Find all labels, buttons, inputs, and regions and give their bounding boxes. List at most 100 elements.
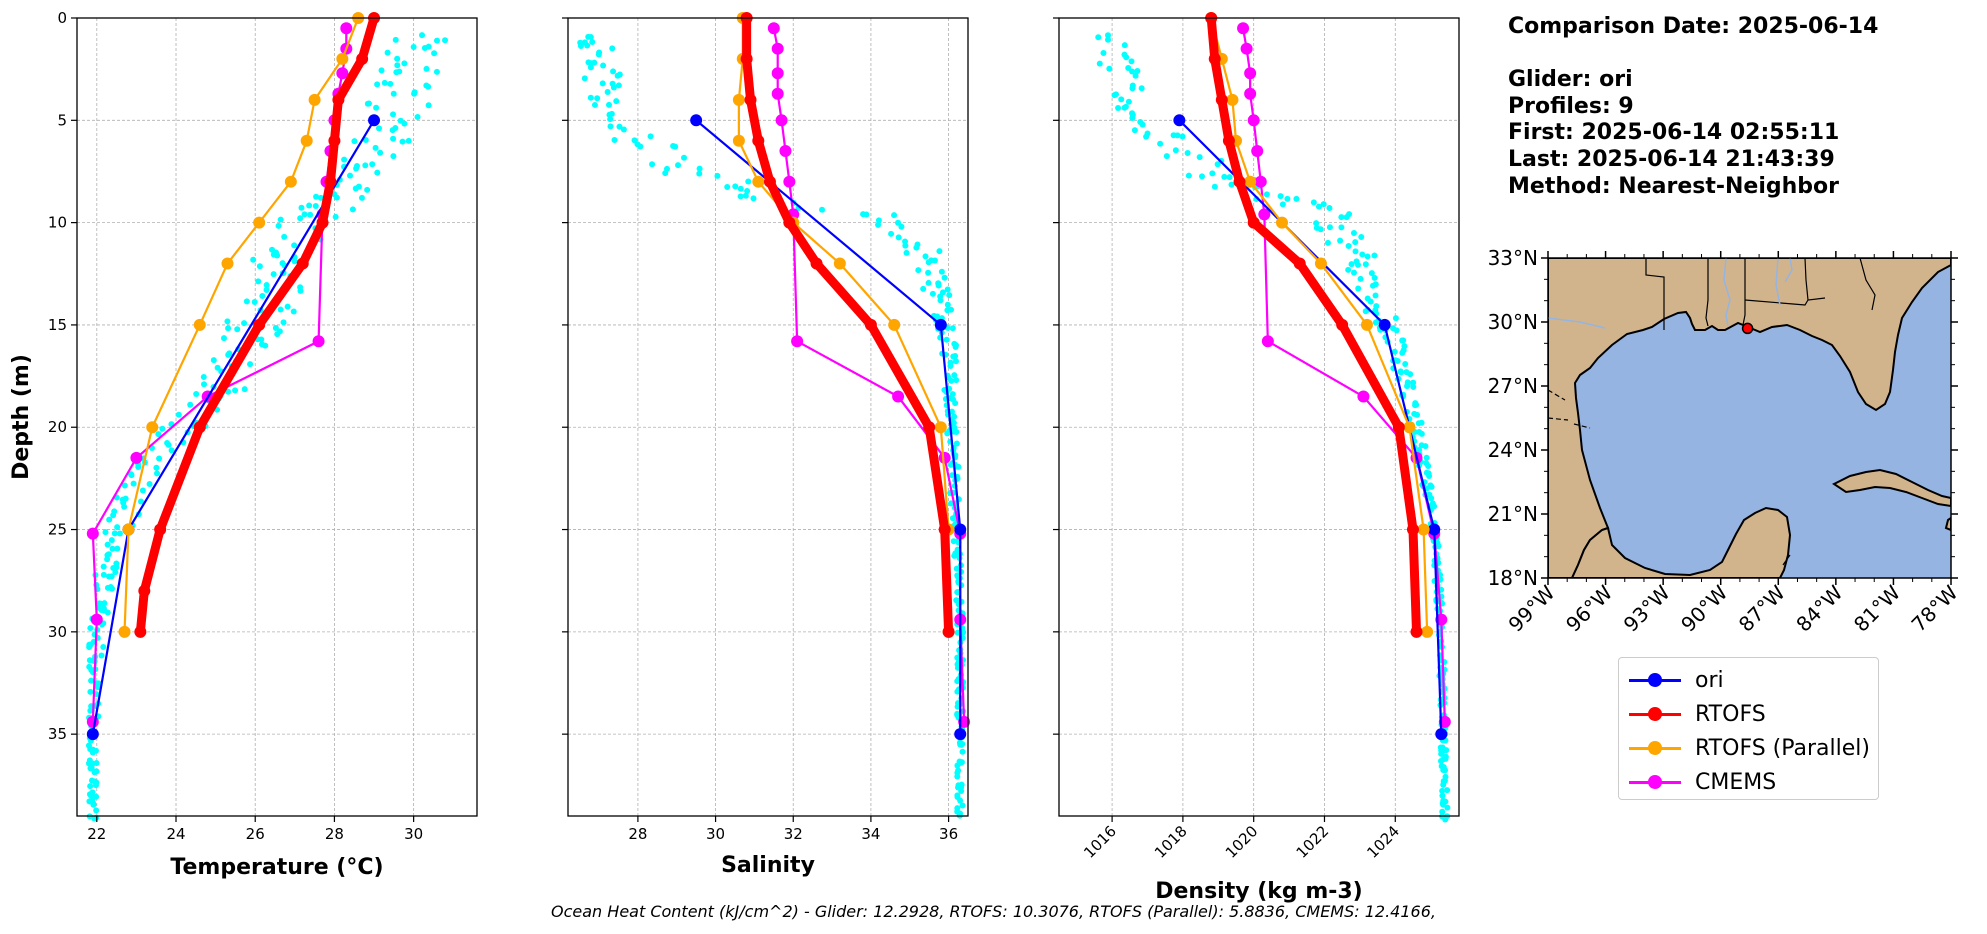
x-tick-label: 24 bbox=[166, 825, 185, 843]
glider-scatter-point bbox=[1310, 199, 1317, 206]
series-point-rtofs-parallel bbox=[833, 257, 846, 270]
glider-scatter-point bbox=[1313, 220, 1320, 227]
glider-scatter-point bbox=[1138, 85, 1145, 92]
glider-scatter-point bbox=[950, 538, 957, 545]
series-point-cmems bbox=[1251, 145, 1264, 157]
series-point-rtofs bbox=[942, 625, 955, 638]
series-point-ori bbox=[934, 318, 947, 331]
map-land-cuba bbox=[1832, 468, 1951, 508]
glider-scatter-point bbox=[1132, 72, 1139, 79]
y-axis-label: Depth (m) bbox=[9, 354, 34, 480]
series-point-cmems bbox=[771, 67, 784, 80]
glider-scatter-point bbox=[616, 123, 623, 130]
series-point-rtofs-parallel bbox=[1314, 257, 1327, 270]
glider-scatter-point bbox=[1422, 443, 1429, 450]
glider-scatter-point bbox=[297, 287, 304, 294]
glider-scatter-point bbox=[1326, 224, 1333, 231]
series-point-ori bbox=[368, 114, 381, 127]
glider-scatter-point bbox=[279, 260, 286, 267]
glider-scatter-point bbox=[1428, 483, 1435, 490]
glider-scatter-point bbox=[605, 101, 612, 108]
series-point-cmems bbox=[771, 87, 784, 100]
glider-scatter-point bbox=[258, 336, 265, 343]
glider-scatter-point bbox=[1353, 258, 1360, 265]
map-lat-label: 18°N bbox=[1488, 566, 1538, 590]
glider-scatter-point bbox=[399, 138, 406, 145]
glider-scatter-point bbox=[272, 325, 279, 332]
legend: ori RTOFS RTOFS (Parallel) CMEMS bbox=[1618, 657, 1879, 800]
series-point-cmems bbox=[1240, 42, 1253, 55]
glider-scatter-point bbox=[819, 206, 826, 213]
glider-scatter-point bbox=[1284, 195, 1291, 202]
glider-scatter-point bbox=[1134, 67, 1141, 74]
series-line-cmems bbox=[772, 28, 966, 722]
glider-scatter-point bbox=[577, 42, 584, 49]
legend-item-rtofs: RTOFS bbox=[1627, 697, 1870, 731]
glider-scatter-point bbox=[307, 211, 314, 218]
glider-scatter-point bbox=[607, 123, 614, 130]
glider-scatter-point bbox=[95, 684, 102, 691]
glider-scatter-point bbox=[1345, 243, 1352, 250]
glider-scatter-point bbox=[1369, 282, 1376, 289]
glider-scatter-point bbox=[1106, 65, 1113, 72]
series-point-rtofs bbox=[316, 216, 329, 229]
glider-scatter-point bbox=[390, 135, 397, 142]
glider-scatter-point bbox=[1438, 763, 1445, 770]
glider-scatter-point bbox=[87, 783, 94, 790]
glider-scatter-point bbox=[611, 136, 618, 143]
glider-scatter-point bbox=[156, 455, 163, 462]
glider-scatter-point bbox=[1209, 170, 1216, 177]
glider-scatter-point bbox=[936, 248, 943, 255]
series-point-cmems bbox=[783, 175, 796, 188]
glider-scatter-point bbox=[1443, 747, 1450, 754]
glider-scatter-point bbox=[390, 111, 397, 118]
glider-scatter-point bbox=[615, 82, 622, 89]
glider-scatter-point bbox=[87, 625, 94, 632]
map-rivers bbox=[1548, 258, 1793, 329]
glider-scatter-point bbox=[377, 149, 384, 156]
glider-scatter-point bbox=[1184, 149, 1191, 156]
glider-scatter-point bbox=[93, 807, 100, 814]
glider-scatter-point bbox=[1364, 295, 1371, 302]
glider-scatter-point bbox=[941, 274, 948, 281]
glider-scatter-point bbox=[587, 34, 594, 41]
glider-scatter-point bbox=[1410, 379, 1417, 386]
glider-scatter-point bbox=[312, 203, 319, 210]
glider-scatter-point bbox=[130, 480, 137, 487]
series-point-rtofs-parallel bbox=[1360, 318, 1373, 331]
series-point-rtofs bbox=[134, 625, 147, 638]
plot-frame bbox=[1058, 17, 1460, 817]
glider-scatter-point bbox=[423, 82, 430, 89]
series-point-rtofs-parallel bbox=[193, 318, 206, 331]
glider-scatter-point bbox=[663, 165, 670, 172]
glider-scatter-point bbox=[1348, 261, 1355, 268]
series-point-rtofs bbox=[864, 318, 877, 331]
glider-scatter-point bbox=[1121, 42, 1128, 49]
glider-scatter-point bbox=[895, 234, 902, 241]
glider-scatter-point bbox=[153, 464, 160, 471]
glider-scatter-point bbox=[944, 301, 951, 308]
glider-scatter-point bbox=[193, 390, 200, 397]
glider-scatter-point bbox=[949, 515, 956, 522]
glider-scatter-point bbox=[875, 217, 882, 224]
glider-scatter-point bbox=[1425, 470, 1432, 477]
map-frame bbox=[1547, 257, 1952, 579]
glider-scatter-point bbox=[1371, 274, 1378, 281]
glider-scatter-point bbox=[374, 81, 381, 88]
glider-scatter-point bbox=[737, 193, 744, 200]
glider-scatter-point bbox=[401, 60, 408, 67]
glider-scatter-point bbox=[1125, 64, 1132, 71]
series-point-rtofs bbox=[810, 257, 823, 270]
glider-scatter-point bbox=[1326, 204, 1333, 211]
glider-scatter-point bbox=[384, 49, 391, 56]
glider-scatter-point bbox=[1439, 787, 1446, 794]
glider-scatter-point bbox=[86, 663, 93, 670]
x-tick-label: 1020 bbox=[1222, 822, 1262, 862]
glider-scatter-point bbox=[913, 244, 920, 251]
series-point-rtofs bbox=[1208, 52, 1221, 65]
glider-scatter-point bbox=[1439, 792, 1446, 799]
glider-scatter-point bbox=[306, 202, 313, 209]
glider-scatter-point bbox=[378, 67, 385, 74]
glider-scatter-point bbox=[442, 37, 449, 44]
series-point-rtofs bbox=[328, 134, 341, 147]
